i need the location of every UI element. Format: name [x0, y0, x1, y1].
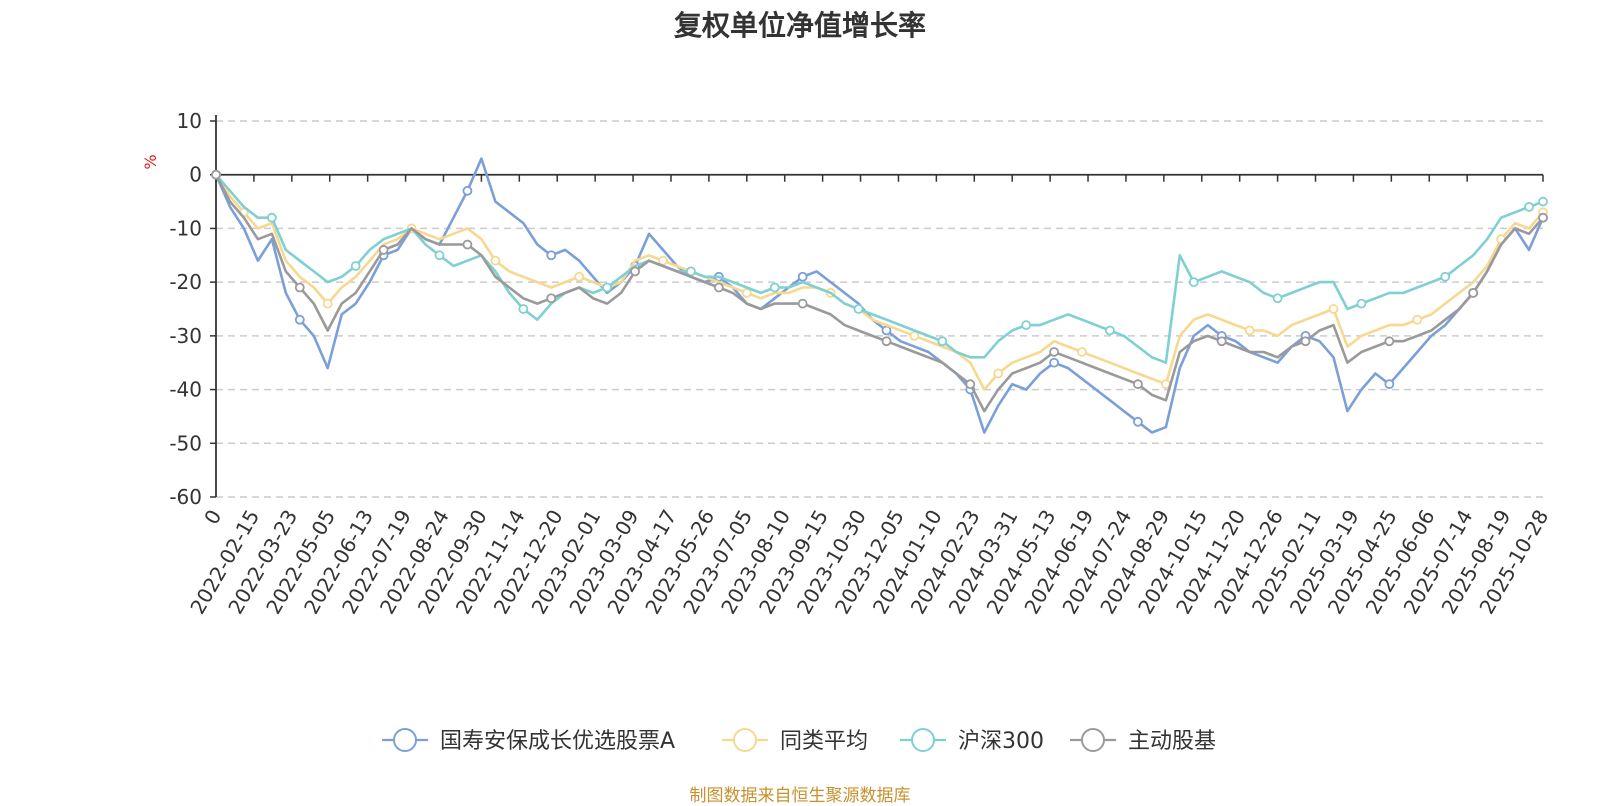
series-point — [797, 298, 808, 309]
y-tick-label: -50 — [169, 431, 202, 455]
series-point — [1021, 320, 1032, 331]
series-point — [686, 266, 696, 277]
series-line — [214, 174, 1544, 413]
series-point — [713, 282, 724, 293]
legend-label: 沪深300 — [958, 729, 1044, 754]
series-point — [1105, 325, 1115, 336]
legend-marker — [733, 728, 757, 752]
series-point — [1524, 202, 1534, 212]
series-point — [322, 298, 333, 309]
series-point — [546, 250, 557, 261]
series-point — [462, 185, 473, 196]
legend-label: 主动股基 — [1128, 729, 1216, 754]
series-point — [1384, 336, 1395, 347]
legend-item: 主动股基 — [1070, 728, 1216, 754]
series-point — [1538, 196, 1548, 207]
series-point — [769, 282, 780, 293]
series-point — [1440, 271, 1451, 282]
y-tick-label: 10 — [177, 109, 202, 133]
y-axis-unit: % — [141, 154, 160, 169]
series-point — [602, 282, 613, 293]
series-point — [378, 245, 389, 255]
series-point — [1049, 357, 1060, 368]
series-point — [881, 325, 892, 336]
y-tick-label: -30 — [169, 324, 202, 348]
series-point — [1328, 304, 1339, 314]
series-point — [490, 255, 501, 266]
series-point — [574, 271, 585, 282]
legend-marker — [911, 728, 935, 752]
series-point — [1384, 379, 1395, 390]
axes: 100-10-20-30-40-50-60%02022-02-152022-03… — [141, 109, 1553, 618]
series-point — [658, 255, 668, 266]
chart-title: 复权单位净值增长率 — [673, 9, 926, 42]
legend-marker — [1081, 728, 1105, 752]
series-lines — [211, 157, 1548, 434]
series-point — [1216, 336, 1227, 347]
legend-label: 国寿安保成长优选股票A — [440, 729, 675, 754]
y-tick-label: -40 — [169, 378, 202, 402]
series-point — [1049, 347, 1060, 357]
series-point — [1356, 298, 1367, 309]
series-point — [1188, 277, 1199, 288]
legend-label: 同类平均 — [780, 729, 868, 754]
series-point — [965, 379, 976, 390]
series-point — [266, 212, 277, 223]
legend-marker — [393, 728, 417, 752]
series-point — [350, 261, 361, 271]
legend: 国寿安保成长优选股票A 同类平均 沪深300 主动股基 — [382, 728, 1216, 754]
series-point — [1272, 293, 1283, 304]
series-point — [518, 304, 529, 314]
legend-item: 沪深300 — [900, 728, 1044, 754]
series-point — [294, 314, 305, 325]
series-point — [937, 336, 948, 347]
y-tick-label: -10 — [169, 216, 202, 240]
series-point — [1133, 379, 1143, 390]
series-point — [1077, 347, 1087, 357]
series-point — [1538, 212, 1548, 223]
data-source-note: 制图数据来自恒生聚源数据库 — [689, 786, 911, 806]
series-line — [214, 157, 1545, 434]
series-point — [741, 287, 752, 298]
series-point — [1412, 314, 1423, 325]
legend-item: 同类平均 — [722, 728, 868, 754]
series-point — [993, 368, 1004, 379]
series-point — [881, 336, 892, 347]
series-point — [462, 239, 473, 250]
series-point — [1468, 287, 1479, 298]
y-tick-label: -60 — [169, 485, 202, 509]
series-point — [797, 271, 808, 282]
series-point — [909, 330, 920, 341]
y-tick-label: 0 — [189, 163, 202, 187]
series-point — [546, 293, 557, 304]
series-point — [1133, 416, 1143, 427]
series-point — [1300, 336, 1311, 347]
series-point — [211, 169, 221, 180]
series-point — [630, 266, 640, 277]
legend-item: 国寿安保成长优选股票A — [382, 728, 675, 754]
x-tick-label: 0 — [199, 506, 226, 529]
series-point — [434, 250, 445, 261]
grid-lines — [216, 120, 1543, 498]
series-point — [853, 304, 864, 314]
y-tick-label: -20 — [169, 270, 202, 294]
series-line — [214, 173, 1544, 391]
series-point — [1244, 325, 1255, 336]
series-point — [294, 282, 305, 293]
